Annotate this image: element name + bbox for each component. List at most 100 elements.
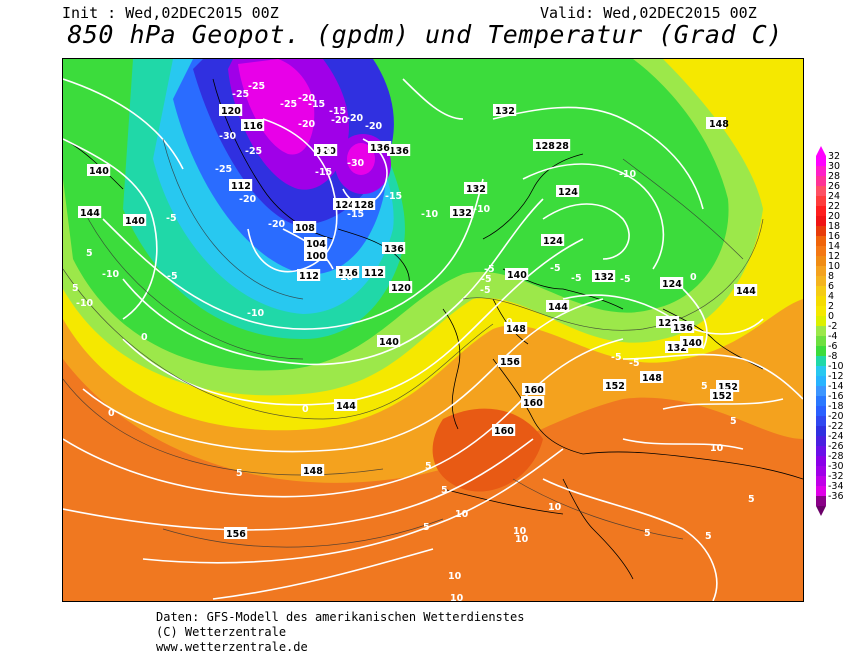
geopotential-label: 144 [546,300,570,313]
geopotential-label: 144 [734,284,758,297]
scale-label: 24 [828,191,840,202]
temperature-label: 10 [710,443,724,454]
footer-website[interactable]: www.wetterzentrale.de [156,640,308,654]
temperature-value: -5 [629,358,640,369]
temperature-value: 5 [236,468,243,479]
geopotential-value: 144 [336,401,356,412]
scale-swatch [816,306,826,316]
temperature-label: -20 [315,146,333,157]
geopotential-value: 140 [507,270,527,281]
geopotential-label: 120 [219,104,243,117]
temperature-value: 5 [441,485,448,496]
geopotential-value: 144 [80,208,100,219]
temperature-label: 5 [701,381,708,392]
temperature-value: 5 [72,283,79,294]
scale-label: 26 [828,181,840,192]
field-magenta [238,59,315,155]
temperature-value: 0 [690,272,697,283]
temperature-value: 10 [455,509,469,520]
geopotential-value: 144 [548,302,568,313]
geopotential-value: 140 [682,338,702,349]
scale-bottom-arrow [816,506,826,516]
temperature-label: -5 [484,264,495,275]
scale-swatch [816,226,826,236]
geopotential-value: 148 [506,324,526,335]
temperature-value: -5 [484,264,495,275]
temperature-label: -5 [167,271,178,282]
temperature-label: 10 [548,502,562,513]
geopotential-value: 148 [709,119,729,130]
geopotential-label: 124 [660,277,684,290]
temperature-value: 5 [423,522,430,533]
scale-swatch [816,216,826,226]
scale-label: 28 [828,171,840,182]
geopotential-label: 108 [293,221,317,234]
temperature-value: -5 [166,213,177,224]
temperature-label: -25 [232,89,249,100]
geopotential-value: 140 [125,216,145,227]
geopotential-value: 136 [389,146,409,157]
scale-label: 6 [828,281,834,292]
scale-swatch [816,316,826,326]
geopotential-value: 156 [226,529,246,540]
scale-swatch [816,326,826,336]
scale-label: -6 [828,341,837,352]
temperature-label: -30 [219,131,237,142]
geopotential-label: 124 [556,185,580,198]
temperature-label: -30 [347,158,365,169]
geopotential-value: 160 [524,385,544,396]
temperature-value: -10 [473,204,491,215]
scale-swatch [816,206,826,216]
geopotential-label: 120 [314,144,338,157]
temperature-label: 5 [705,531,712,542]
temperature-label: 10 [455,509,469,520]
scale-label: 16 [828,231,840,242]
scale-top-arrow [816,146,826,156]
scale-swatch [816,396,826,406]
temperature-label: 5 [72,283,79,294]
scale-swatch [816,366,826,376]
temperature-label: 5 [425,461,432,472]
geopotential-value: 136 [370,143,390,154]
temperature-value: -10 [102,269,120,280]
geopotential-value: 132 [452,208,472,219]
temperature-value: -15 [385,191,402,202]
geopotential-label: 132 [592,270,616,283]
geopotential-label: 160 [522,383,546,396]
temperature-color-scale: 32302826242220181614121086420-2-4-6-8-10… [816,146,844,516]
temperature-label: -5 [481,274,492,285]
temperature-value: 5 [748,494,755,505]
geopotential-label: 140 [123,214,147,227]
geopotential-label: 152 [710,389,734,402]
temperature-label: -15 [308,99,325,110]
temperature-label: -15 [347,209,364,220]
temperature-label: 0 [141,332,148,343]
scale-swatch [816,236,826,246]
scale-swatch [816,176,826,186]
temperature-label: -5 [629,358,640,369]
temperature-value: -20 [298,119,316,130]
geopotential-value: 132 [667,343,687,354]
temperature-isolines [63,138,764,548]
temperature-label: 10 [450,593,464,601]
temperature-value: -5 [611,352,622,363]
geopotential-label: 128 [352,198,376,211]
temperature-label: -5 [611,352,622,363]
geopotential-value: 160 [523,398,543,409]
temperature-value: -5 [620,274,631,285]
geopotential-value: 148 [303,466,323,477]
temperature-label: -5 [550,263,561,274]
scale-label: -26 [828,441,844,452]
scale-swatch [816,406,826,416]
geopotential-label-group: 1401441361401361321281241201161201121081… [78,104,758,540]
geopotential-label: 136 [671,321,695,334]
scale-label: 12 [828,251,840,262]
geopotential-label: 144 [334,399,358,412]
temperature-label: 5 [236,468,243,479]
valid-time: Valid: Wed,02DEC2015 00Z [540,4,757,22]
geopotential-label: 136 [368,141,392,154]
geopotential-value: 152 [605,381,625,392]
scale-label: 18 [828,221,840,232]
geopotential-label: 112 [362,266,386,279]
temperature-value: -30 [219,131,237,142]
